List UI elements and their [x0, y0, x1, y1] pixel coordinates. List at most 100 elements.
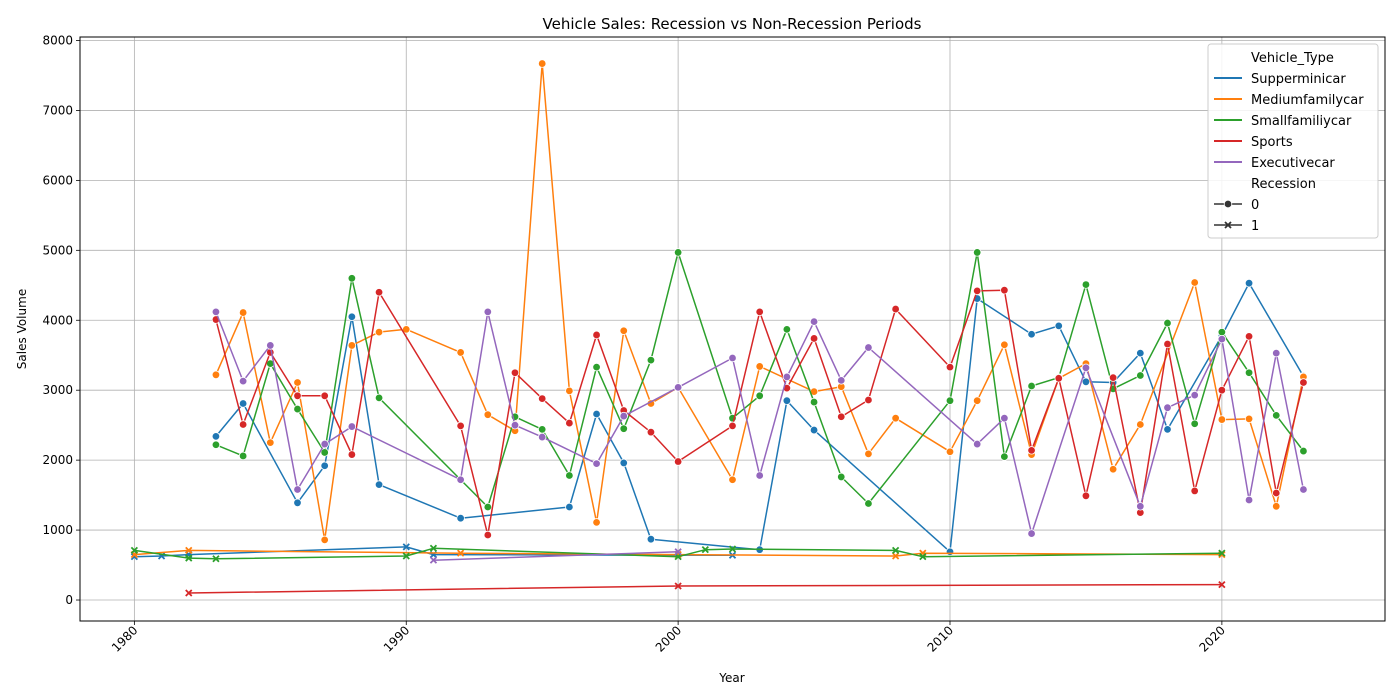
y-tick-label: 8000	[42, 33, 73, 47]
mediumfamilycar-recession_0-point	[374, 327, 384, 337]
smallfamiliycar-recession_0-point	[293, 404, 302, 414]
chart-title: Vehicle Sales: Recession vs Non-Recessio…	[543, 15, 922, 33]
supperminicar-recession_0-point	[1244, 278, 1254, 288]
supperminicar-recession_0-point	[1136, 348, 1145, 358]
smallfamiliycar-recession_1-point	[728, 545, 737, 553]
smallfamiliycar-recession_1-point	[429, 544, 438, 552]
sports-recession_0-point	[592, 330, 601, 340]
executivecar-recession_0-point	[837, 376, 846, 385]
supperminicar-recession_0-point	[1027, 330, 1036, 339]
executivecar-recession_1-line	[433, 551, 679, 561]
smallfamiliycar-recession_0-point	[1272, 411, 1281, 420]
mediumfamilycar-recession_0-point	[1190, 278, 1199, 287]
smallfamiliycar-recession_0-point	[1000, 452, 1009, 461]
executivecar-recession_0-point	[673, 383, 683, 392]
legend-label-mediumfamilycar: Mediumfamilycar	[1251, 93, 1364, 108]
smallfamiliycar-recession_1-point	[919, 553, 927, 561]
series-sports	[185, 285, 1308, 597]
mediumfamilycar-recession_0-point	[1108, 465, 1118, 474]
executivecar-recession_0-point	[1081, 363, 1091, 373]
sports-recession_0-point	[755, 307, 764, 317]
supperminicar-recession_0-point	[782, 396, 792, 405]
smallfamiliycar-recession_0-point	[837, 472, 846, 482]
sports-recession_0-point	[1000, 285, 1009, 295]
sports-recession_0-point	[347, 450, 357, 459]
sports-recession_0-point	[456, 421, 465, 431]
smallfamiliycar-recession_0-point	[1299, 446, 1308, 456]
smallfamiliycar-recession_0-point	[1190, 419, 1199, 428]
smallfamiliycar-recession_1-point	[185, 554, 193, 562]
smallfamiliycar-recession_0-point	[1027, 381, 1036, 391]
sports-recession_0-point	[646, 427, 656, 437]
executivecar-recession_0-point	[293, 485, 302, 494]
smallfamiliycar-recession_0-point	[1081, 280, 1091, 289]
y-tick-label: 4000	[42, 313, 73, 327]
legend-style-label-1: 1	[1251, 219, 1259, 234]
mediumfamilycar-recession_1-point	[456, 549, 465, 557]
executivecar-recession_0-point	[972, 439, 982, 449]
executivecar-recession_0-point	[1163, 403, 1172, 412]
sports-recession_0-point	[728, 421, 737, 431]
series-executivecar	[211, 307, 1308, 564]
mediumfamilycar-recession_0-point	[972, 396, 982, 405]
smallfamiliycar-recession_0-point	[809, 397, 819, 407]
supperminicar-recession_0-point	[809, 425, 819, 435]
supperminicar-recession_0-point	[1054, 321, 1063, 331]
mediumfamilycar-recession_0-point	[1000, 340, 1009, 349]
legend-hue-title: Vehicle_Type	[1251, 51, 1334, 66]
smallfamiliycar-recession_0-point	[483, 502, 493, 512]
mediumfamilycar-recession_0-point	[483, 410, 493, 419]
legend-circle-marker	[1223, 199, 1233, 209]
mediumfamilycar-recession_0-point	[1272, 502, 1281, 511]
sports-recession_0-point	[1027, 446, 1036, 455]
executivecar-recession_0-line	[215, 311, 1305, 535]
legend-label-sports: Sports	[1251, 135, 1293, 150]
smallfamiliycar-recession_0-point	[673, 248, 683, 257]
executivecar-recession_0-point	[483, 307, 493, 317]
sports-recession_0-point	[238, 420, 248, 429]
mediumfamilycar-recession_0-point	[293, 378, 302, 387]
sports-recession_0-point	[565, 418, 574, 428]
sports-recession_0-point	[320, 391, 329, 400]
plot-frame	[79, 36, 1386, 622]
series-smallfamiliycar	[130, 248, 1308, 563]
supperminicar-recession_1-point	[402, 543, 410, 551]
executivecar-recession_0-point	[592, 459, 601, 468]
supperminicar-recession_0-point	[565, 502, 574, 512]
x-tick-label: 1990	[381, 623, 412, 654]
sports-recession_0-point	[1299, 378, 1308, 387]
smallfamiliycar-recession_1-point	[130, 546, 139, 554]
executivecar-recession_0-point	[1299, 485, 1308, 494]
executivecar-recession_0-point	[510, 420, 520, 430]
legend-style-label-0: 0	[1251, 198, 1259, 213]
supperminicar-recession_0-point	[347, 312, 357, 321]
x-tick-label: 2020	[1196, 623, 1227, 654]
mediumfamilycar-recession_0-point	[891, 413, 900, 423]
y-tick-label: 3000	[42, 383, 73, 397]
y-tick-label: 5000	[42, 243, 73, 257]
executivecar-recession_0-point	[1190, 390, 1199, 400]
y-tick-label: 1000	[42, 523, 73, 537]
smallfamiliycar-recession_1-point	[402, 552, 410, 560]
sports-recession_0-point	[1190, 486, 1199, 496]
mediumfamilycar-recession_0-point	[565, 386, 574, 396]
sports-recession_1-point	[185, 589, 193, 597]
smallfamiliycar-recession_1-point	[701, 546, 709, 554]
smallfamiliycar-recession_0-point	[592, 362, 601, 372]
sports-recession_1-point	[1218, 580, 1226, 589]
smallfamiliycar-recession_1-point	[891, 546, 900, 554]
supperminicar-recession_0-point	[320, 461, 329, 470]
mediumfamilycar-recession_0-point	[347, 341, 357, 350]
sports-recession_0-point	[891, 304, 900, 314]
executivecar-recession_0-point	[755, 471, 764, 480]
sports-recession_0-point	[945, 362, 955, 372]
smallfamiliycar-recession_0-point	[238, 451, 248, 461]
smallfamiliycar-recession_0-point	[619, 424, 628, 433]
executivecar-recession_0-point	[1272, 348, 1281, 358]
executivecar-recession_0-point	[347, 422, 357, 431]
mediumfamilycar-recession_1-point	[185, 546, 193, 554]
sports-recession_0-point	[673, 457, 683, 466]
smallfamiliycar-recession_0-point	[1244, 368, 1254, 377]
sports-recession_0-point	[1244, 332, 1254, 341]
